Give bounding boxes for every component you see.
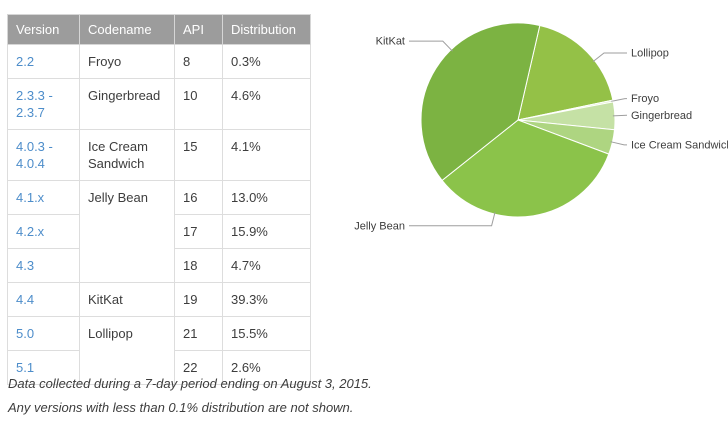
version-cell: 4.2.x [7,214,80,249]
distribution-cell: 39.3% [222,282,311,317]
pie-label-lollipop: Lollipop [631,48,669,60]
table-row: 5.0 Lollipop 21 15.5% [7,316,311,385]
table-row: 4.4 KitKat 19 39.3% [7,282,311,317]
footer-note-threshold: Any versions with less than 0.1% distrib… [8,400,354,415]
api-cell: 16 [174,180,223,215]
pie-leader-gingerbread [612,114,627,117]
pie-label-froyo: Froyo [631,93,659,105]
table-row: 2.2 Froyo 8 0.3% [7,44,311,79]
table-row: 4.0.3 -4.0.4 Ice Cream Sandwich 15 4.1% [7,129,311,181]
pie-slice-jelly-bean [441,119,610,218]
table-row: 4.3 18 4.7% [7,248,311,283]
distribution-cell: 15.9% [222,214,311,249]
pie-leader-froyo [611,98,627,102]
api-cell: 18 [174,248,223,283]
distribution-cell: 15.5% [222,316,311,351]
codename-cell-jelly-bean: Jelly Bean [79,180,175,283]
api-cell: 17 [174,214,223,249]
column-header-version: Version [7,14,80,45]
distribution-cell: 4.7% [222,248,311,283]
distribution-cell: 4.6% [222,78,311,130]
column-header-codename: Codename [79,14,175,45]
api-cell: 21 [174,316,223,351]
table-row: 5.1 22 2.6% [7,350,311,385]
pie-slice-lollipop [517,24,614,121]
pie-leader-jelly-bean [409,212,496,227]
codename-cell-kitkat: KitKat [79,282,175,317]
pie-leader-lollipop [592,52,627,62]
version-cell: 4.0.3 -4.0.4 [7,129,80,181]
pie-label-jelly-bean: Jelly Bean [354,220,405,232]
version-cell: 2.3.3 -2.3.7 [7,78,80,130]
column-header-api: API [174,14,223,45]
codename-cell-lollipop: Lollipop [79,316,175,385]
version-cell: 4.4 [7,282,80,317]
distribution-cell: 13.0% [222,180,311,215]
pie-label-ice-cream-sandwich: Ice Cream Sandwich [631,139,728,151]
distribution-cell: 4.1% [222,129,311,181]
distribution-table: Version Codename API Distribution 2.2 Froyo 8… [7,14,311,385]
pie-leader-ice-cream-sandwich [610,141,627,146]
version-link[interactable]: 2.2 [16,54,35,69]
version-link[interactable]: 4.2.x [16,224,45,239]
version-link[interactable]: 5.1 [16,360,35,375]
api-cell: 10 [174,78,223,130]
distribution-cell: 2.6% [222,350,311,385]
api-cell: 15 [174,129,223,181]
version-link[interactable]: 4.1.x [16,190,45,205]
codename-cell-froyo: Froyo [79,44,175,79]
table-body: 2.2 Froyo 8 0.3% 2.3.3 -2.3.7 Gingerbread 10 4.… [7,44,311,385]
codename-cell-gingerbread: Gingerbread [79,78,175,130]
column-header-distribution: Distribution [222,14,311,45]
version-cell: 4.1.x [7,180,80,215]
version-cell: 4.3 [7,248,80,283]
distribution-cell: 0.3% [222,44,311,79]
version-link[interactable]: 4.4 [16,292,35,307]
version-link[interactable]: 2.3.3 -2.3.7 [16,88,53,120]
distribution-pie-chart: Lollipop Froyo Gingerbread Ice Cream Sandwi… [354,22,728,232]
table-header-row: Version Codename API Distribution [7,14,311,45]
pie-label-gingerbread: Gingerbread [631,110,692,122]
footer-note-period: Data collected during a 7-day period end… [8,376,372,391]
table-row: 4.1.x Jelly Bean 16 13.0% [7,180,311,283]
table-row: 2.3.3 -2.3.7 Gingerbread 10 4.6% [7,78,311,130]
version-link[interactable]: 5.0 [16,326,35,341]
version-link[interactable]: 4.0.3 -4.0.4 [16,139,53,171]
pie-slice-kitkat [420,22,541,182]
api-cell: 19 [174,282,223,317]
version-cell: 5.1 [7,350,80,385]
codename-cell-ice-cream-sandwich: Ice Cream Sandwich [79,129,175,181]
api-cell: 8 [174,44,223,79]
version-cell: 2.2 [7,44,80,79]
pie-leader-kitkat [409,40,453,52]
version-link[interactable]: 4.3 [16,258,35,273]
pie-label-kitkat: KitKat [376,36,405,48]
table-row: 4.2.x 17 15.9% [7,214,311,249]
api-cell: 22 [174,350,223,385]
version-cell: 5.0 [7,316,80,351]
